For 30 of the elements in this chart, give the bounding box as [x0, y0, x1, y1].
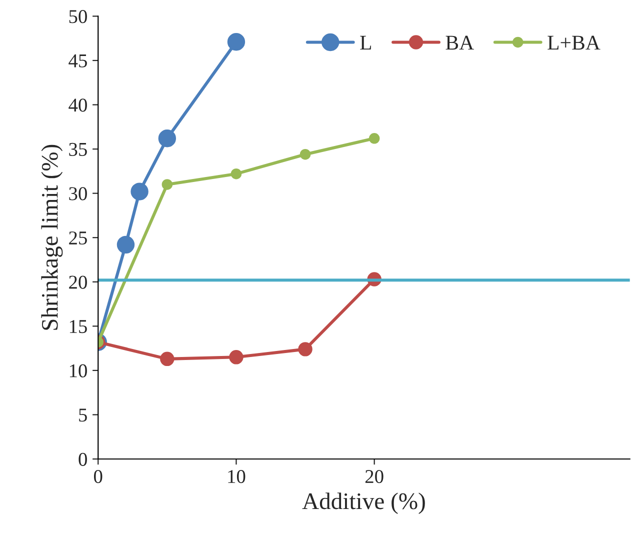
point	[116, 236, 135, 254]
y-tick-label: 45	[68, 54, 87, 68]
point	[130, 182, 148, 200]
point	[160, 352, 174, 366]
point	[229, 350, 244, 364]
y-tick-label: 10	[70, 364, 87, 378]
point	[162, 179, 173, 190]
x-axis-title: Additive (%)	[302, 492, 425, 514]
y-tick-label: 0	[78, 452, 87, 466]
legend-label: BA	[446, 36, 474, 50]
x-tick-label: 20	[365, 470, 384, 484]
y-tick-label: 30	[69, 187, 87, 200]
legend-label: L+BA	[548, 36, 600, 50]
x-tick-label: 10	[228, 470, 246, 484]
y-tick-label: 40	[68, 98, 87, 112]
y-axis-title: Shrinkage limit (%)	[41, 144, 63, 330]
point	[230, 168, 242, 180]
y-tick-label: 25	[69, 231, 87, 245]
y-tick-label: 20	[69, 276, 87, 289]
point	[227, 33, 246, 51]
legend-label: L	[360, 36, 372, 50]
point	[368, 133, 380, 144]
point	[300, 148, 311, 160]
point	[158, 130, 176, 148]
point	[298, 342, 312, 356]
y-tick-label: 50	[69, 10, 87, 24]
y-tick-label: 5	[79, 408, 87, 422]
x-tick-label: 0	[94, 470, 102, 484]
y-tick-label: 35	[69, 142, 87, 156]
y-tick-label: 15	[70, 320, 87, 334]
